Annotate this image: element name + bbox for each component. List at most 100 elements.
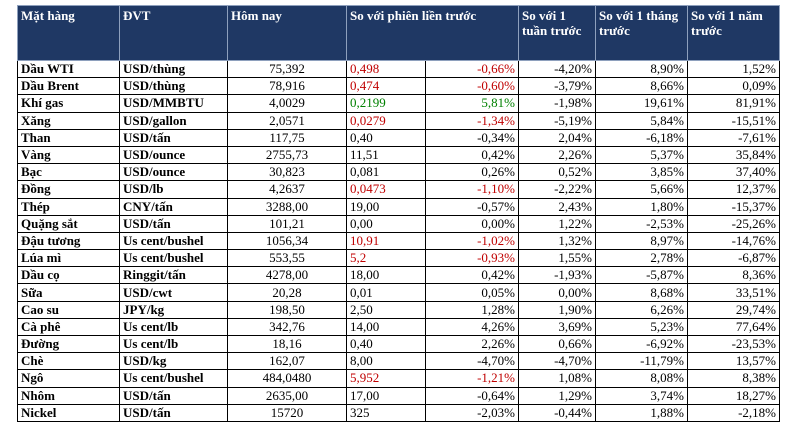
cell-item: Nhôm [17, 386, 120, 405]
table-row: Đồng USD/lb 4,2637 0,0473 -1,10% -2,22% 5,66% 1… [17, 180, 780, 199]
cell-change-week: 0,52% [518, 163, 596, 182]
cell-change-abs: 2,50 [346, 300, 426, 319]
header-week: So với 1 tuần trước [518, 5, 596, 61]
cell-change-year: 77,64% [687, 317, 780, 337]
cell-today: 30,823 [227, 163, 347, 182]
cell-today: 198,50 [227, 300, 347, 319]
cell-change-abs: 11,51 [346, 145, 426, 165]
cell-today: 4,2637 [227, 180, 347, 199]
table-row: Đường Us cent/lb 18,16 0,40 2,26% 0,66% -6,92%… [17, 334, 780, 354]
cell-change-year: 8,36% [687, 266, 780, 285]
cell-change-week: 3,69% [518, 317, 596, 337]
table-row: Lúa mì Us cent/bushel 553,55 5,2 -0,93% 1,55%… [17, 249, 780, 268]
cell-today: 4278,00 [227, 266, 347, 285]
cell-today: 2,0571 [227, 111, 347, 130]
cell-change-abs: 0,0473 [346, 180, 426, 199]
cell-today: 3288,00 [227, 197, 347, 216]
cell-change-month: 5,37% [595, 145, 688, 165]
cell-change-abs: 5,2 [346, 249, 426, 268]
cell-change-week: 2,04% [518, 128, 596, 147]
cell-item: Nickel [17, 403, 120, 422]
cell-change-pct: 4,26% [425, 317, 519, 337]
cell-change-year: -15,37% [687, 197, 780, 216]
cell-item: Khí gas [17, 94, 120, 113]
cell-change-year: 18,27% [687, 386, 780, 405]
cell-change-month: -6,92% [595, 334, 688, 354]
cell-change-pct: -1,21% [425, 369, 519, 388]
table-row: Dầu WTI USD/thùng 75,392 0,498 -0,66% -4,20% 8… [17, 59, 780, 79]
cell-change-pct: -1,02% [425, 231, 519, 251]
table-row: Ngô Us cent/bushel 484,0480 5,952 -1,21% 1,08… [17, 369, 780, 388]
cell-change-month: 3,85% [595, 163, 688, 182]
cell-change-month: -6,18% [595, 128, 688, 147]
commodity-price-table: Mặt hàng ĐVT Hôm nay So với phiên liền t… [17, 5, 780, 422]
cell-unit: Us cent/lb [119, 317, 228, 337]
cell-unit: USD/cwt [119, 283, 228, 302]
cell-change-abs: 5,952 [346, 369, 426, 388]
header-prev-session: So với phiên liền trước [346, 5, 519, 61]
cell-change-abs: 0,01 [346, 283, 426, 302]
cell-change-pct: -1,10% [425, 180, 519, 199]
cell-unit: Ringgit/tấn [119, 266, 228, 285]
cell-change-year: 8,38% [687, 369, 780, 388]
cell-item: Dầu Brent [17, 77, 120, 96]
cell-item: Đồng [17, 180, 120, 199]
cell-change-abs: 14,00 [346, 317, 426, 337]
cell-change-abs: 0,498 [346, 59, 426, 79]
cell-change-month: 1,80% [595, 197, 688, 216]
cell-change-year: 12,37% [687, 180, 780, 199]
table-header: Mặt hàng ĐVT Hôm nay So với phiên liền t… [17, 5, 780, 61]
cell-change-abs: 8,00 [346, 352, 426, 371]
cell-change-year: -14,76% [687, 231, 780, 251]
cell-change-month: 8,66% [595, 77, 688, 96]
cell-change-pct: -0,64% [425, 386, 519, 405]
cell-change-week: 2,43% [518, 197, 596, 216]
cell-change-month: 8,68% [595, 283, 688, 302]
header-year: So với 1 năm trước [687, 5, 780, 61]
cell-change-abs: 18,00 [346, 266, 426, 285]
cell-change-month: 8,08% [595, 369, 688, 388]
cell-change-year: 13,57% [687, 352, 780, 371]
cell-item: Xăng [17, 111, 120, 130]
cell-unit: USD/ounce [119, 145, 228, 165]
cell-today: 101,21 [227, 214, 347, 233]
cell-change-abs: 0,2199 [346, 94, 426, 113]
table-row: Vàng USD/ounce 2755,73 11,51 0,42% 2,26% 5,37%… [17, 145, 780, 165]
cell-unit: USD/tấn [119, 214, 228, 233]
cell-unit: USD/thùng [119, 77, 228, 96]
cell-item: Chè [17, 352, 120, 371]
cell-unit: USD/tấn [119, 386, 228, 405]
cell-item: Dầu cọ [17, 266, 120, 285]
cell-change-month: 8,90% [595, 59, 688, 79]
table-row: Nhôm USD/tấn 2635,00 17,00 -0,64% 1,29% 3,74% 1… [17, 386, 780, 405]
cell-change-week: -3,79% [518, 77, 596, 96]
cell-item: Vàng [17, 145, 120, 165]
cell-change-pct: -0,66% [425, 59, 519, 79]
cell-change-month: 3,74% [595, 386, 688, 405]
cell-change-abs: 0,474 [346, 77, 426, 96]
cell-change-week: -4,70% [518, 352, 596, 371]
table-row: Nickel USD/tấn 15720 325 -2,03% -0,44% 1,88% -2… [17, 403, 780, 422]
cell-change-abs: 0,40 [346, 128, 426, 147]
cell-change-year: 35,84% [687, 145, 780, 165]
cell-change-year: 81,91% [687, 94, 780, 113]
cell-today: 342,76 [227, 317, 347, 337]
cell-today: 15720 [227, 403, 347, 422]
cell-unit: USD/tấn [119, 403, 228, 422]
table-row: Thép CNY/tấn 3288,00 19,00 -0,57% 2,43% 1,80% -… [17, 197, 780, 216]
cell-change-month: 5,84% [595, 111, 688, 130]
cell-unit: Us cent/bushel [119, 369, 228, 388]
cell-change-week: 1,08% [518, 369, 596, 388]
cell-today: 162,07 [227, 352, 347, 371]
cell-unit: USD/gallon [119, 111, 228, 130]
cell-change-pct: 1,28% [425, 300, 519, 319]
cell-change-abs: 325 [346, 403, 426, 422]
table-row: Sữa USD/cwt 20,28 0,01 0,05% 0,00% 8,68% 33,51% [17, 283, 780, 302]
table-row: Dầu cọ Ringgit/tấn 4278,00 18,00 0,42% -1,93%… [17, 266, 780, 285]
table-row: Cà phê Us cent/lb 342,76 14,00 4,26% 3,69% 5,2… [17, 317, 780, 337]
cell-change-year: -25,26% [687, 214, 780, 233]
cell-change-pct: 0,42% [425, 145, 519, 165]
cell-today: 2635,00 [227, 386, 347, 405]
cell-unit: CNY/tấn [119, 197, 228, 216]
cell-change-year: 0,09% [687, 77, 780, 96]
